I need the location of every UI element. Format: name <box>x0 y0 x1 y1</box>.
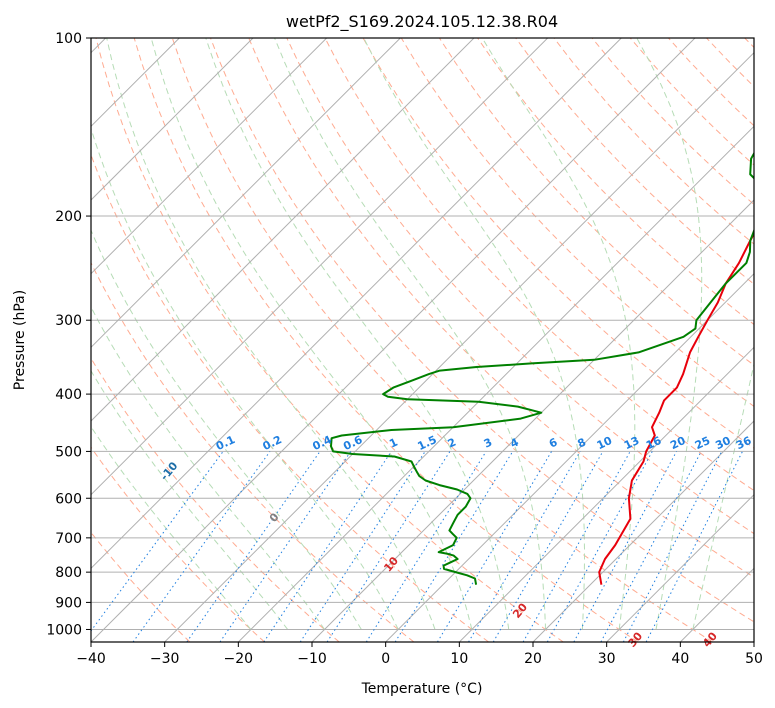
moist-adiabat-line <box>150 38 473 630</box>
isotherm-line <box>91 38 622 570</box>
x-axis-label: Temperature (°C) <box>361 681 483 697</box>
temperature-trace <box>598 231 754 585</box>
dry-adiabat-line <box>95 38 564 642</box>
mixing-ratio-line <box>468 451 581 642</box>
mixing-ratio-line <box>186 451 321 642</box>
dry-adiabat-line <box>91 261 415 642</box>
x-tick-label: −40 <box>76 651 106 667</box>
isotherm-line <box>164 51 754 642</box>
y-tick-label: 400 <box>55 387 82 403</box>
y-tick-label: 100 <box>55 31 82 47</box>
y-tick-label: 900 <box>55 595 82 611</box>
mixing-ratio-line <box>546 451 653 642</box>
mixing-ratio-line <box>326 451 451 642</box>
mixing-ratio-line <box>299 451 426 642</box>
x-tick-label: −30 <box>150 651 180 667</box>
mixing-ratio-label: 16 <box>644 434 664 452</box>
mixing-ratio-line <box>573 451 677 642</box>
isotherm-line <box>91 38 696 642</box>
isotherm-line <box>237 125 754 642</box>
moist-adiabat-line <box>91 306 325 630</box>
isotherm-line <box>532 420 754 642</box>
isotherm-line <box>385 272 754 642</box>
moist-adiabat-line <box>692 361 754 630</box>
x-tick-label: 40 <box>671 651 689 667</box>
chart-title: wetPf2_S169.2024.105.12.38.R04 <box>286 12 558 32</box>
dry-adiabat-line <box>210 38 754 623</box>
dewpoint-trace <box>330 151 754 585</box>
dry-adiabat-line <box>248 38 754 578</box>
moist-adiabat-line <box>91 126 399 630</box>
mixing-ratio-label: 13 <box>622 434 641 452</box>
isotherm-line <box>311 199 754 642</box>
mixing-ratio-line <box>522 451 631 642</box>
dry-adiabat-line <box>324 38 754 492</box>
dry-adiabat-line <box>171 38 713 642</box>
y-tick-label: 600 <box>55 491 82 507</box>
x-tick-label: 0 <box>381 651 390 667</box>
isotherm-line <box>91 38 254 201</box>
y-tick-label: 1000 <box>46 622 82 638</box>
mixing-ratio-label: 30 <box>713 434 733 452</box>
mixing-ratio-line <box>365 451 487 642</box>
plot-frame <box>90 37 755 643</box>
mixing-ratio-label: 36 <box>734 434 754 452</box>
x-tick-label: 20 <box>524 651 542 667</box>
isotherm-line <box>458 346 754 642</box>
y-tick-label: 300 <box>55 313 82 329</box>
mixing-ratio-line <box>132 451 271 642</box>
mixing-ratio-label: 20 <box>668 434 688 452</box>
mixing-ratio-line <box>492 451 604 642</box>
dry-adiabat-line <box>91 446 265 642</box>
x-tick-label: 50 <box>745 651 763 667</box>
mixing-ratio-label: 10 <box>595 434 615 452</box>
dry-adiabat-line <box>286 38 754 535</box>
moist-adiabat-line <box>274 38 546 630</box>
moist-adiabat-line <box>91 425 252 630</box>
x-tick-label: 30 <box>598 651 616 667</box>
isotherm-line <box>91 38 328 275</box>
mixing-ratio-line <box>436 451 553 642</box>
y-tick-label: 800 <box>55 565 82 581</box>
isotherm-line <box>91 38 549 496</box>
moist-adiabat-line <box>106 38 436 630</box>
y-tick-label: 500 <box>55 444 82 460</box>
x-tick-label: 10 <box>450 651 468 667</box>
moist-adiabat-line <box>91 229 362 630</box>
isotherm-line <box>91 38 401 349</box>
y-tick-label: 200 <box>55 209 82 225</box>
moist-adiabat-line <box>205 38 510 630</box>
dry-adiabat-line <box>133 38 639 642</box>
x-tick-label: −10 <box>297 651 327 667</box>
mixing-ratio-line <box>91 451 224 632</box>
dry-adiabat-line <box>477 38 754 326</box>
y-tick-label: 700 <box>55 531 82 547</box>
moist-adiabat-line <box>91 369 289 630</box>
isotherm-line <box>606 493 754 642</box>
mixing-ratio-label: 25 <box>693 434 712 452</box>
y-axis-label: Pressure (hPa) <box>12 290 28 390</box>
x-tick-label: −20 <box>224 651 254 667</box>
dry-adiabat-line <box>515 38 754 285</box>
mixing-ratio-line <box>394 451 514 642</box>
moist-adiabat-line <box>636 38 703 630</box>
moist-adiabat-line <box>363 38 585 630</box>
isotherm-line <box>91 38 475 422</box>
